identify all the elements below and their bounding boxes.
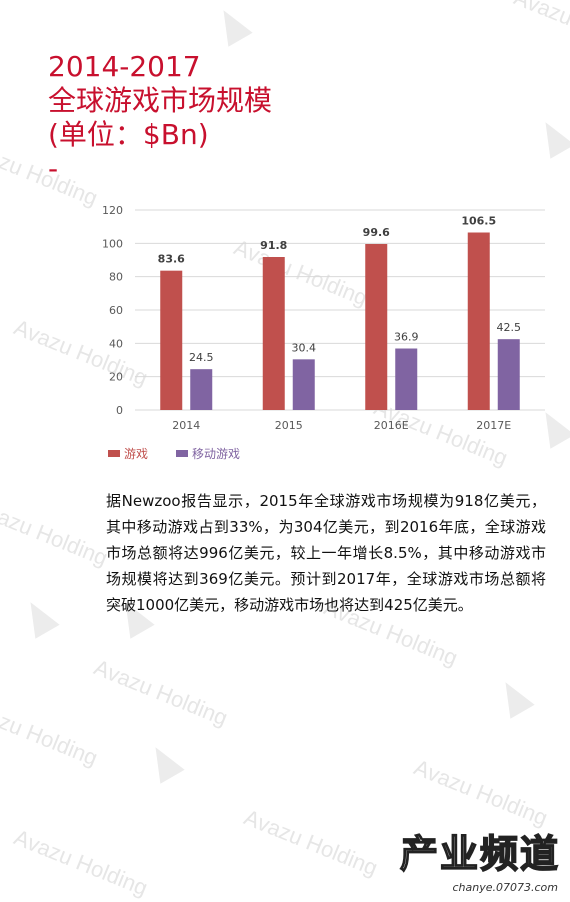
watermark-triangle-icon: [18, 595, 60, 639]
watermark: Avazu Holding: [0, 494, 112, 571]
title-subject: 全球游戏市场规模: [48, 84, 273, 117]
bar-chart: 0 20 40 60 80 100 120 83.6 24.5 2014 91.8 30.4 2015 9…: [102, 204, 545, 430]
data-label: 24.5: [189, 351, 214, 364]
y-tick-label: 40: [109, 337, 123, 350]
legend-label-games: 游戏: [124, 447, 149, 461]
data-label: 91.8: [260, 239, 287, 252]
watermark: Avazu Holding: [240, 804, 382, 881]
data-label: 83.6: [158, 253, 185, 266]
legend-label-mobile-games: 移动游戏: [192, 447, 241, 461]
data-label: 99.6: [363, 226, 390, 239]
bar: [395, 348, 418, 410]
brand-url: chanye.07073.com: [452, 881, 559, 894]
title-years: 2014-2017: [48, 50, 201, 83]
watermark-triangle-icon: [493, 675, 535, 719]
x-tick-label: 2014: [172, 419, 200, 430]
bar: [467, 232, 490, 410]
bar: [365, 244, 388, 410]
legend-item-mobile-games: 移动游戏: [176, 445, 240, 462]
y-tick-label: 120: [102, 204, 123, 217]
title-dash: -: [48, 152, 59, 185]
bar: [160, 270, 183, 410]
data-label: 36.9: [394, 331, 419, 344]
bar: [292, 359, 315, 410]
watermark-triangle-icon: [143, 740, 185, 784]
watermark-triangle-icon: [533, 115, 570, 159]
data-label: 42.5: [497, 321, 522, 334]
page-title: 2014-2017 全球游戏市场规模 (单位：$Bn) -: [48, 50, 272, 186]
watermark: Avazu Holding: [10, 824, 152, 901]
bar: [190, 369, 213, 410]
watermark: Avazu Holding: [90, 654, 232, 731]
y-tick-label: 80: [109, 271, 123, 284]
chart-legend: 游戏 移动游戏: [108, 445, 240, 462]
data-label: 106.5: [461, 215, 496, 228]
bar: [262, 257, 285, 410]
data-label: 30.4: [292, 341, 317, 354]
description-paragraph: 据Newzoo报告显示，2015年全球游戏市场规模为918亿美元，其中移动游戏占…: [106, 492, 546, 614]
y-tick-label: 0: [116, 404, 123, 417]
watermark: Avazu Holding: [0, 694, 102, 771]
x-tick-label: 2016E: [374, 419, 409, 430]
y-tick-label: 60: [109, 304, 123, 317]
legend-swatch-games: [108, 450, 120, 457]
x-tick-label: 2017E: [476, 419, 511, 430]
legend-item-games: 游戏: [108, 445, 148, 462]
watermark: Avazu Holding: [410, 754, 552, 831]
x-tick-label: 2015: [275, 419, 303, 430]
brand-logo: 产业频道: [399, 831, 560, 877]
bar: [497, 339, 520, 410]
watermark-triangle-icon: [211, 3, 253, 47]
title-unit: (单位：$Bn): [48, 118, 209, 151]
y-tick-label: 100: [102, 237, 123, 250]
y-tick-label: 20: [109, 371, 123, 384]
legend-swatch-mobile-games: [176, 450, 189, 457]
watermark: Avazu Holding: [510, 0, 570, 61]
